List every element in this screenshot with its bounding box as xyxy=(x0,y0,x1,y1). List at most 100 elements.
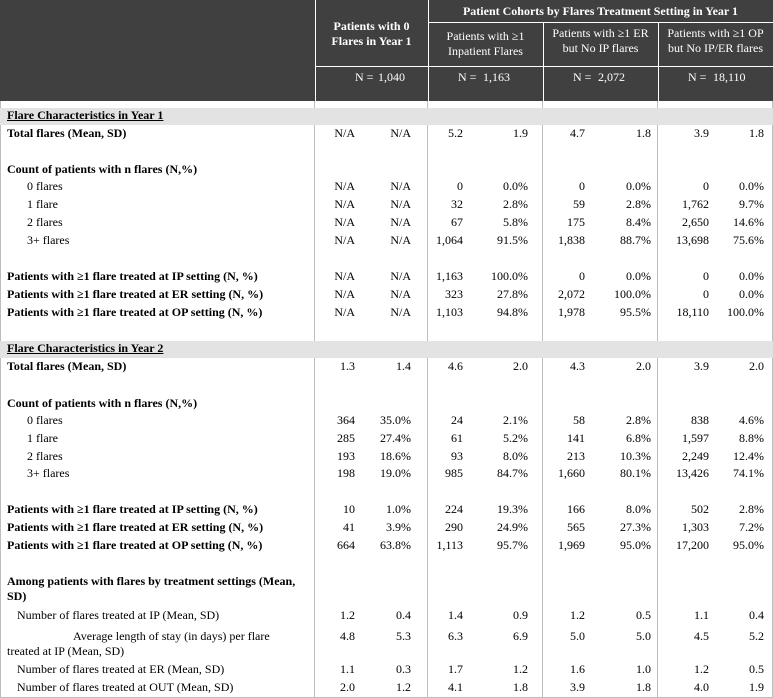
cell-value: 1.3 xyxy=(340,359,355,373)
n-label: N = xyxy=(688,70,707,84)
section-title: Flare Characteristics in Year 2 xyxy=(7,341,164,355)
cell-value: N/A xyxy=(390,305,411,319)
row-label: Patients with ≥1 flare treated at IP set… xyxy=(7,269,258,283)
cell-value: 5.3 xyxy=(396,629,411,643)
row-label: Number of flares treated at ER (Mean, SD… xyxy=(17,662,225,676)
cell-value: 1.8 xyxy=(636,126,651,140)
row-label: Patients with ≥1 flare treated at OP set… xyxy=(7,305,263,319)
cohort-title: Patients with 0 Flares in Year 1 xyxy=(331,19,412,48)
cell-value: 63.8% xyxy=(380,538,411,552)
row-label: Average length of stay (in days) per fla… xyxy=(7,629,270,658)
section-band xyxy=(0,341,773,358)
cell-value: N/A xyxy=(334,179,355,193)
cell-value: 80.1% xyxy=(620,466,651,480)
cell-value: 6.9 xyxy=(513,629,528,643)
cell-value: 2,249 xyxy=(682,449,709,463)
cell-value: 8.4% xyxy=(626,215,651,229)
cell-value: 5.2 xyxy=(749,629,764,643)
cell-value: 985 xyxy=(445,466,463,480)
row-label: 3+ flares xyxy=(27,466,70,480)
cell-value: 95.7% xyxy=(497,538,528,552)
cell-value: 1,597 xyxy=(682,431,709,445)
group-title: Patient Cohorts by Flares Treatment Sett… xyxy=(462,4,739,18)
cell-value: 2.8% xyxy=(626,197,651,211)
cell-value: 9.7% xyxy=(739,197,764,211)
cell-value: 1.8 xyxy=(513,680,528,694)
cell-value: 224 xyxy=(445,502,463,516)
cell-value: 1,303 xyxy=(682,520,709,534)
row-label: Patients with ≥1 flare treated at OP set… xyxy=(7,538,263,552)
cell-value: 5.0 xyxy=(636,629,651,643)
cell-value: 8.8% xyxy=(739,431,764,445)
cohort-title: Patients with ≥1 OP but No IP/ER flares xyxy=(667,26,764,55)
cell-value: N/A xyxy=(390,269,411,283)
cell-value: 1.1 xyxy=(340,662,355,676)
cell-value: 0.4 xyxy=(396,608,411,622)
row-label: 1 flare xyxy=(27,197,58,211)
cell-value: 84.7% xyxy=(497,466,528,480)
cell-value: 0.9 xyxy=(513,608,528,622)
cell-value: 91.5% xyxy=(497,233,528,247)
column-line xyxy=(657,101,658,698)
cell-value: 0.0% xyxy=(626,269,651,283)
cell-value: 7.2% xyxy=(739,520,764,534)
row-label: 0 flares xyxy=(27,413,63,427)
n-label: N = xyxy=(573,70,592,84)
header-rule xyxy=(428,22,773,23)
cell-value: 4.8 xyxy=(340,629,355,643)
cell-value: 1,978 xyxy=(558,305,585,319)
cell-value: 32 xyxy=(451,197,463,211)
cell-value: N/A xyxy=(334,287,355,301)
n-value: 2,072 xyxy=(598,70,625,84)
row-label: 1 flare xyxy=(27,431,58,445)
cell-value: 2.0 xyxy=(340,680,355,694)
cell-value: 100.0% xyxy=(614,287,651,301)
section-band xyxy=(0,108,773,125)
cell-value: 1.1 xyxy=(694,608,709,622)
cell-value: 5.2 xyxy=(448,126,463,140)
cell-value: 18.6% xyxy=(380,449,411,463)
cell-value: 1,660 xyxy=(558,466,585,480)
row-label: Patients with ≥1 flare treated at ER set… xyxy=(7,520,264,534)
row-label: Total flares (Mean, SD) xyxy=(7,359,127,373)
cell-value: 4.0 xyxy=(694,680,709,694)
row-label: Patients with ≥1 flare treated at ER set… xyxy=(7,287,264,301)
cell-value: 1.8 xyxy=(749,126,764,140)
cell-value: 175 xyxy=(567,215,585,229)
cell-value: 4.1 xyxy=(448,680,463,694)
cell-value: 3.9 xyxy=(694,126,709,140)
cell-value: 838 xyxy=(691,413,709,427)
cell-value: 61 xyxy=(451,431,463,445)
cell-value: 2.0 xyxy=(636,359,651,373)
cell-value: 17,200 xyxy=(676,538,709,552)
cell-value: 100.0% xyxy=(491,269,528,283)
n-value: 18,110 xyxy=(713,70,746,84)
cell-value: 502 xyxy=(691,502,709,516)
cell-value: 0.3 xyxy=(396,662,411,676)
cell-value: 0 xyxy=(703,287,709,301)
column-line xyxy=(314,101,315,698)
cell-value: 285 xyxy=(337,431,355,445)
n-label: N = xyxy=(458,70,477,84)
cell-value: 1,103 xyxy=(436,305,463,319)
cell-value: 1.8 xyxy=(636,680,651,694)
cell-value: N/A xyxy=(334,269,355,283)
cell-value: 1.4 xyxy=(396,359,411,373)
cell-value: 664 xyxy=(337,538,355,552)
cell-value: N/A xyxy=(390,197,411,211)
cell-value: 8.0% xyxy=(626,502,651,516)
cell-value: 1.0 xyxy=(636,662,651,676)
cell-value: N/A xyxy=(390,126,411,140)
cell-value: 1.2 xyxy=(340,608,355,622)
cell-value: 323 xyxy=(445,287,463,301)
cell-value: N/A xyxy=(334,215,355,229)
cell-value: 0 xyxy=(579,179,585,193)
header-background xyxy=(0,0,773,101)
cell-value: 364 xyxy=(337,413,355,427)
cell-value: 1,969 xyxy=(558,538,585,552)
row-label: Patients with ≥1 flare treated at IP set… xyxy=(7,502,258,516)
row-label: Count of patients with n flares (N,%) xyxy=(7,162,198,176)
n-value: 1,163 xyxy=(483,70,510,84)
cell-value: 2,072 xyxy=(558,287,585,301)
